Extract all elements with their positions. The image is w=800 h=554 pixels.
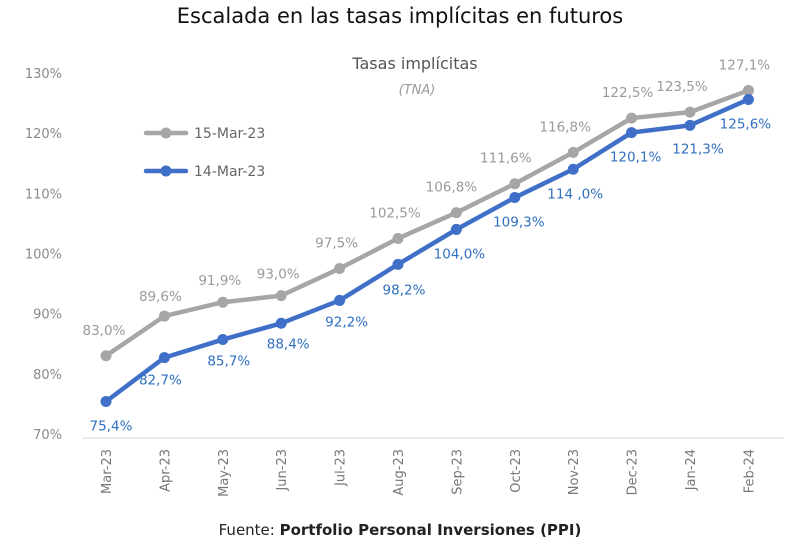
data-label: 104,0%	[434, 246, 486, 262]
data-point	[626, 112, 638, 124]
x-tick-label: May-23	[217, 449, 232, 497]
y-tick-label: 100%	[25, 248, 62, 263]
data-label: 109,3%	[493, 215, 545, 231]
data-point	[742, 84, 754, 96]
data-point	[684, 119, 696, 131]
series-line-1	[103, 97, 751, 404]
data-label: 98,2%	[383, 282, 426, 298]
data-label: 125,6%	[720, 116, 772, 132]
data-point	[158, 352, 170, 364]
data-point	[158, 310, 170, 322]
data-point	[450, 207, 462, 219]
chart-subtitle: Tasas implícitas	[351, 54, 477, 73]
data-point	[509, 178, 521, 190]
y-tick-label: 70%	[33, 428, 62, 443]
data-label: 93,0%	[257, 267, 300, 283]
data-label: 82,7%	[139, 373, 182, 389]
series-line-0	[103, 88, 751, 359]
data-point	[509, 192, 521, 204]
chart-subtitle-unit: (TNA)	[399, 83, 436, 98]
y-tick-label: 80%	[33, 368, 62, 383]
data-point	[684, 106, 696, 118]
data-label: 92,2%	[325, 314, 368, 330]
x-tick-label: Apr-23	[158, 449, 173, 492]
x-tick-label: Aug-23	[392, 449, 407, 496]
data-point	[275, 317, 287, 329]
legend-marker-0	[160, 127, 172, 139]
legend-marker-1	[160, 165, 172, 177]
data-label: 89,6%	[139, 289, 182, 305]
data-label: 114 ,0%	[547, 186, 603, 202]
data-label: 102,5%	[369, 205, 421, 221]
data-point	[100, 396, 112, 408]
data-label: 116,8%	[539, 119, 591, 135]
data-point	[217, 334, 229, 346]
data-point	[334, 294, 346, 306]
y-tick-label: 130%	[25, 67, 62, 82]
source-name: Portfolio Personal Inversiones (PPI)	[279, 521, 582, 539]
x-tick-label: Dec-23	[626, 449, 641, 495]
data-point	[626, 127, 638, 139]
data-label: 120,1%	[610, 150, 662, 166]
data-point	[100, 350, 112, 362]
source-prefix: Fuente:	[218, 521, 280, 539]
x-tick-label: Sep-23	[450, 449, 465, 495]
data-point	[275, 290, 287, 302]
data-point	[742, 93, 754, 105]
data-label: 123,5%	[656, 79, 708, 95]
data-label: 83,0%	[83, 323, 126, 339]
x-tick-label: Jun-23	[275, 449, 290, 492]
x-tick-label: Oct-23	[509, 449, 524, 493]
chart-title: Escalada en las tasas implícitas en futu…	[176, 4, 624, 28]
data-label: 85,7%	[207, 354, 250, 370]
data-label: 75,4%	[90, 419, 133, 435]
data-label: 88,4%	[267, 336, 310, 352]
data-point	[334, 263, 346, 275]
data-label: 122,5%	[602, 85, 654, 101]
data-label: 127,1%	[719, 57, 771, 73]
data-label: 111,6%	[480, 151, 532, 167]
data-point	[392, 258, 404, 270]
x-tick-label: Jul-23	[334, 449, 349, 487]
x-tick-label: Jan-24	[684, 449, 699, 491]
y-tick-label: 90%	[33, 308, 62, 323]
x-tick-label: Mar-23	[100, 449, 115, 494]
data-point	[392, 232, 404, 244]
data-point	[567, 146, 579, 158]
y-tick-label: 110%	[25, 187, 62, 202]
data-point	[217, 296, 229, 308]
source-note: Fuente: Portfolio Personal Inversiones (…	[0, 521, 800, 539]
data-label: 121,3%	[672, 141, 724, 157]
x-tick-label: Feb-24	[742, 449, 757, 493]
data-label: 106,8%	[426, 180, 478, 196]
data-point	[567, 163, 579, 175]
legend-label: 15-Mar-23	[194, 126, 265, 142]
data-point	[450, 223, 462, 235]
y-tick-label: 120%	[25, 127, 62, 142]
data-label: 97,5%	[315, 236, 358, 252]
data-label: 91,9%	[198, 273, 241, 289]
x-tick-label: Nov-23	[567, 449, 582, 495]
legend-label: 14-Mar-23	[194, 164, 265, 180]
